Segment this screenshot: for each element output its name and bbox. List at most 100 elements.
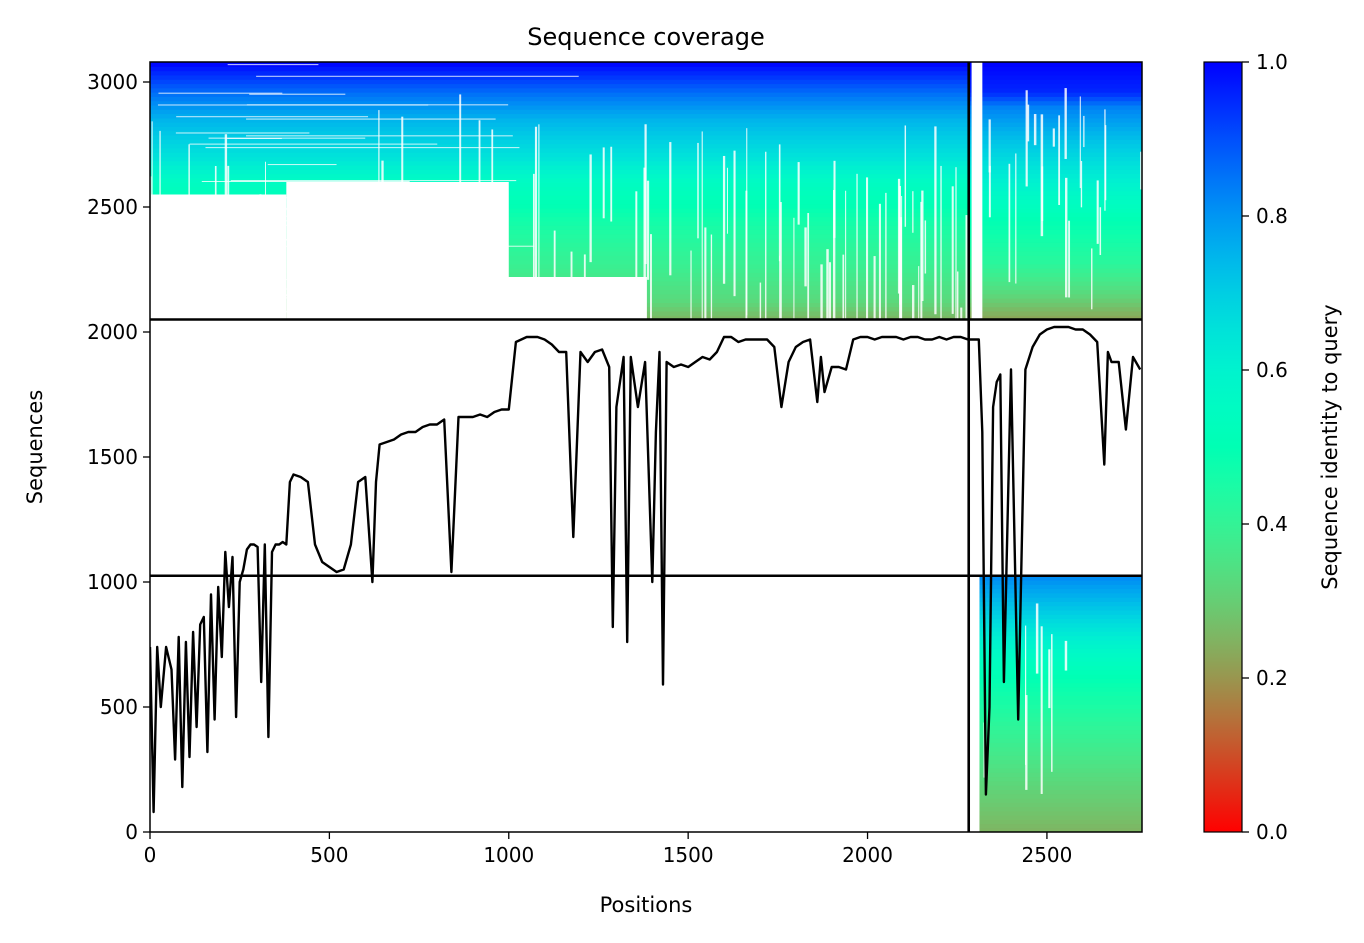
heatmap-band (150, 92, 969, 97)
heatmap-band (150, 268, 969, 273)
y-tick-label: 1500 (87, 445, 138, 469)
gap-streak (1051, 634, 1053, 772)
gap-streak (797, 162, 800, 225)
gap-streak (940, 165, 942, 572)
gap-streak (1025, 90, 1028, 187)
gap-streak (208, 499, 490, 501)
gap-streak (1068, 220, 1071, 298)
gap-streak (482, 200, 484, 315)
heatmap-band (150, 259, 969, 265)
colorbar-ticks: 0.0 0.2 0.4 0.6 0.8 1.0 (1242, 50, 1288, 844)
y-tick-label: 2500 (87, 195, 138, 219)
gap-streak (267, 297, 447, 299)
heatmap-band (968, 156, 1142, 162)
heatmap-band (968, 703, 1142, 709)
heatmap-band (968, 592, 1142, 598)
gap-streak (154, 472, 253, 474)
heatmap-band (968, 173, 1142, 179)
gap-streak (820, 264, 823, 349)
gap-streak (434, 210, 436, 566)
gap-streak (1091, 248, 1093, 310)
x-tick-label: 1000 (483, 843, 534, 867)
heatmap-band (968, 580, 1142, 585)
heatmap-band (968, 725, 1142, 731)
heatmap-band (150, 225, 969, 230)
heatmap-band (968, 785, 1142, 790)
gap-streak (704, 227, 707, 450)
heatmap-band (968, 584, 1142, 590)
heatmap-band (968, 212, 1142, 218)
gap-streak (1052, 128, 1055, 147)
gap-streak (921, 190, 924, 302)
gap-streak (231, 209, 472, 211)
gap-streak (257, 207, 507, 209)
gap-streak (478, 120, 481, 319)
gap-streak (189, 143, 438, 145)
heatmap-band (150, 220, 969, 226)
heatmap-band (968, 87, 1142, 93)
gap-streak (669, 142, 672, 276)
gap-streak (194, 264, 196, 543)
gap-streak (202, 490, 351, 492)
gap-streak (222, 329, 281, 331)
heatmap-band (150, 134, 969, 140)
heatmap-band (968, 639, 1142, 645)
heatmap-band (968, 113, 1142, 119)
gap-streak (733, 150, 736, 297)
gap-streak (635, 191, 638, 575)
gap-streak (355, 199, 357, 491)
gap-streak (832, 190, 836, 345)
heatmap-band (150, 272, 969, 278)
gap-streak (270, 481, 421, 483)
gap-streak (1065, 177, 1068, 298)
gap-streak (924, 220, 927, 274)
gap-streak (628, 299, 630, 509)
heatmap-band (968, 66, 1142, 72)
gap-streak (179, 222, 181, 407)
heatmap-band (150, 122, 969, 127)
heatmap-band (150, 147, 969, 153)
heatmap-band (968, 74, 1142, 80)
gap-streak (214, 377, 348, 379)
heatmap-band (968, 190, 1142, 196)
heatmap-band (968, 759, 1142, 765)
gap-streak (165, 531, 428, 533)
gap-streak (154, 238, 479, 240)
gap-streak (250, 389, 330, 391)
gap-streak (904, 125, 907, 227)
gap-streak (222, 267, 225, 443)
gap-streak (399, 240, 401, 365)
heatmap-band (150, 229, 969, 235)
gap-streak (185, 239, 310, 241)
heatmap-band (150, 177, 969, 183)
gap-streak (899, 217, 903, 571)
y-axis-ticks: 0 500 1000 1500 2000 2500 3000 (87, 70, 150, 844)
heatmap-band (968, 819, 1142, 825)
heatmap-band (968, 793, 1142, 799)
gap-streak (151, 121, 153, 276)
heatmap-band (968, 233, 1142, 239)
heatmap-band (150, 173, 969, 179)
gap-streak (459, 94, 462, 222)
gap-streak (722, 155, 726, 284)
y-tick-label: 2000 (87, 320, 138, 344)
heatmap-band (968, 109, 1142, 115)
gap-streak (164, 533, 227, 535)
gap-streak (610, 146, 613, 222)
x-tick-label: 500 (310, 843, 348, 867)
heatmap-band (968, 750, 1142, 756)
gap-streak (553, 230, 556, 398)
gap-streak (972, 722, 974, 791)
heatmap-band (968, 229, 1142, 235)
gap-streak (205, 147, 520, 149)
gap-streak (206, 417, 316, 419)
gap-streak (287, 399, 533, 401)
heatmap-band (968, 143, 1142, 149)
heatmap-band (150, 87, 969, 93)
gap-streak (962, 332, 964, 548)
heatmap-band (968, 306, 1142, 312)
heatmap-band (968, 772, 1142, 778)
heatmap-band (150, 212, 969, 218)
gap-region (971, 62, 983, 320)
gap-streak (780, 202, 782, 348)
